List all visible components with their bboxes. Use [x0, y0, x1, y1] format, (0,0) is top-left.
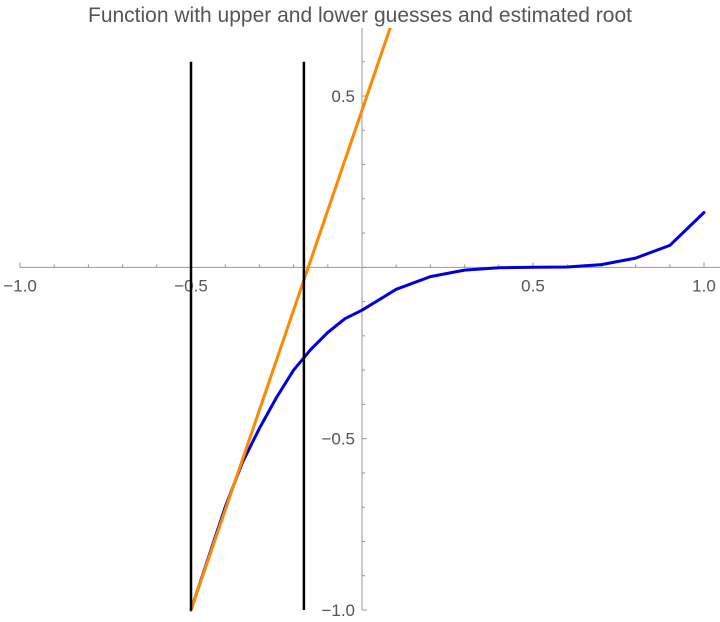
curve-series — [189, 211, 706, 612]
y-tick-label: −1.0 — [321, 601, 355, 620]
y-tick-label: −0.5 — [321, 430, 355, 449]
x-tick-label: 0.5 — [521, 276, 545, 295]
axes: −1.0 −0.5 0.5 1.00.5−0.5−1.0 — [3, 28, 720, 620]
x-tick-label: 1.0 — [692, 276, 716, 295]
y-tick-label: 0.5 — [331, 87, 355, 106]
plot-area — [189, 28, 706, 612]
secant-line-series — [189, 28, 392, 611]
chart-title: Function with upper and lower guesses an… — [88, 4, 632, 27]
x-tick-label: −1.0 — [3, 276, 37, 295]
